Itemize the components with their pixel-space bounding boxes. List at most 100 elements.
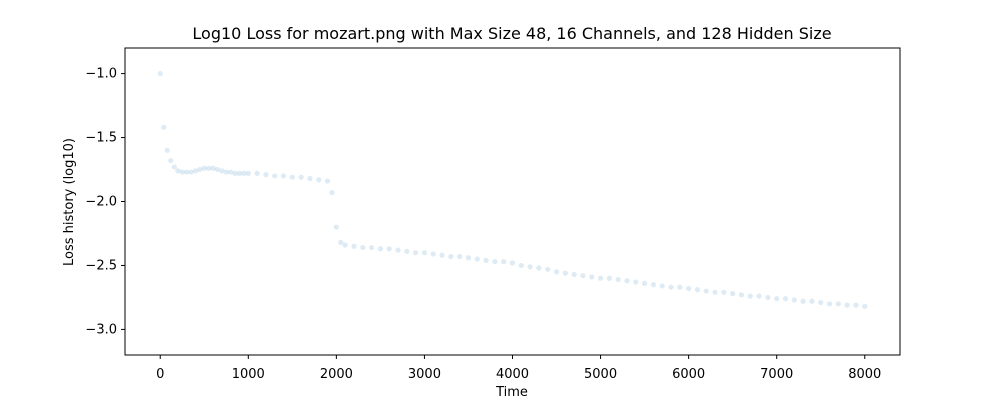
scatter-point bbox=[694, 287, 701, 293]
x-tick-label: 5000 bbox=[584, 367, 617, 382]
scatter-point bbox=[175, 168, 181, 174]
scatter-point bbox=[562, 270, 568, 276]
scatter-point bbox=[439, 252, 445, 258]
scatter-point bbox=[606, 275, 612, 281]
scatter-point bbox=[184, 169, 190, 175]
scatter-point bbox=[161, 124, 167, 130]
scatter-point bbox=[342, 242, 348, 248]
scatter-point bbox=[197, 166, 203, 173]
scatter-point bbox=[668, 284, 674, 290]
scatter-point bbox=[188, 169, 194, 175]
scatter-points bbox=[157, 70, 868, 309]
scatter-point bbox=[360, 244, 366, 251]
scatter-point bbox=[228, 169, 234, 175]
x-tick-label: 8000 bbox=[848, 367, 881, 382]
scatter-point bbox=[624, 278, 630, 284]
scatter-point bbox=[818, 299, 824, 306]
scatter-point bbox=[862, 303, 868, 309]
scatter-point bbox=[430, 251, 436, 257]
scatter-point bbox=[307, 175, 313, 182]
scatter-point bbox=[254, 170, 260, 176]
scatter-point bbox=[800, 298, 806, 304]
scatter-point bbox=[324, 178, 331, 184]
scatter-point bbox=[377, 246, 383, 252]
scatter-point bbox=[206, 165, 212, 171]
scatter-point bbox=[642, 280, 648, 286]
scatter-point bbox=[168, 157, 174, 164]
scatter-point bbox=[457, 253, 463, 260]
scatter-point bbox=[272, 173, 278, 179]
scatter-point bbox=[386, 246, 392, 252]
scatter-point bbox=[686, 285, 692, 292]
scatter-point bbox=[214, 166, 221, 173]
scatter-point bbox=[338, 239, 344, 246]
scatter-point bbox=[738, 292, 745, 298]
scatter-point bbox=[536, 265, 542, 271]
scatter-point bbox=[329, 189, 335, 196]
scatter-point bbox=[580, 273, 586, 279]
x-tick-label: 4000 bbox=[496, 367, 529, 382]
scatter-point bbox=[333, 224, 339, 230]
scatter-point bbox=[553, 269, 560, 275]
y-tick-label: −2.5 bbox=[85, 258, 117, 273]
scatter-point bbox=[756, 293, 762, 299]
scatter-point bbox=[518, 262, 524, 269]
x-tick-label: 0 bbox=[156, 367, 164, 382]
scatter-point bbox=[747, 293, 753, 299]
plot-frame bbox=[124, 47, 901, 356]
y-axis-label: Loss history (log10) bbox=[62, 138, 77, 266]
scatter-point bbox=[597, 275, 604, 281]
scatter-point bbox=[232, 170, 238, 176]
scatter-point bbox=[501, 259, 507, 265]
scatter-point bbox=[236, 170, 243, 176]
scatter-point bbox=[413, 250, 419, 256]
y-axis-ticks: −1.0 −1.5 −2.0 −2.5 −3.0 bbox=[85, 67, 125, 337]
scatter-point bbox=[782, 296, 789, 302]
scatter-point bbox=[721, 289, 727, 295]
scatter-point bbox=[809, 298, 815, 304]
scatter-point bbox=[615, 276, 621, 283]
scatter-point bbox=[650, 282, 657, 288]
scatter-point bbox=[853, 302, 859, 308]
scatter-point bbox=[774, 296, 780, 302]
scatter-point bbox=[316, 177, 322, 183]
scatter-point bbox=[263, 172, 269, 178]
scatter-point bbox=[474, 256, 480, 262]
scatter-point bbox=[659, 283, 665, 289]
scatter-point bbox=[171, 164, 177, 170]
scatter-point bbox=[712, 289, 718, 295]
scatter-point bbox=[448, 253, 454, 260]
y-tick-label: −2.0 bbox=[85, 195, 117, 210]
scatter-point bbox=[527, 264, 533, 270]
scatter-point bbox=[483, 257, 489, 263]
scatter-point bbox=[245, 170, 251, 176]
x-tick-label: 2000 bbox=[320, 367, 353, 382]
x-tick-label: 7000 bbox=[760, 367, 793, 382]
scatter-point bbox=[791, 297, 797, 303]
y-tick-label: −1.5 bbox=[85, 131, 117, 146]
scatter-point bbox=[157, 70, 163, 77]
x-tick-label: 6000 bbox=[672, 367, 705, 382]
x-axis-label: Time bbox=[495, 385, 528, 400]
scatter-point bbox=[219, 168, 225, 174]
scatter-point bbox=[677, 284, 683, 290]
scatter-point bbox=[395, 247, 401, 253]
scatter-point bbox=[351, 243, 357, 249]
scatter-point bbox=[465, 255, 472, 261]
scatter-point bbox=[826, 301, 833, 307]
scatter-point bbox=[835, 301, 841, 307]
scatter-point bbox=[571, 271, 577, 278]
scatter-point bbox=[368, 244, 375, 251]
scatter-point bbox=[289, 174, 295, 180]
scatter-point bbox=[421, 250, 428, 256]
chart-title: Log10 Loss for mozart.png with Max Size … bbox=[192, 24, 831, 43]
scatter-point bbox=[844, 302, 850, 308]
scatter-point bbox=[589, 274, 595, 280]
scatter-point bbox=[492, 259, 498, 265]
scatter-point bbox=[545, 266, 551, 272]
scatter-point bbox=[201, 165, 207, 171]
y-tick-label: −1.0 bbox=[85, 67, 117, 82]
scatter-point bbox=[241, 170, 247, 176]
